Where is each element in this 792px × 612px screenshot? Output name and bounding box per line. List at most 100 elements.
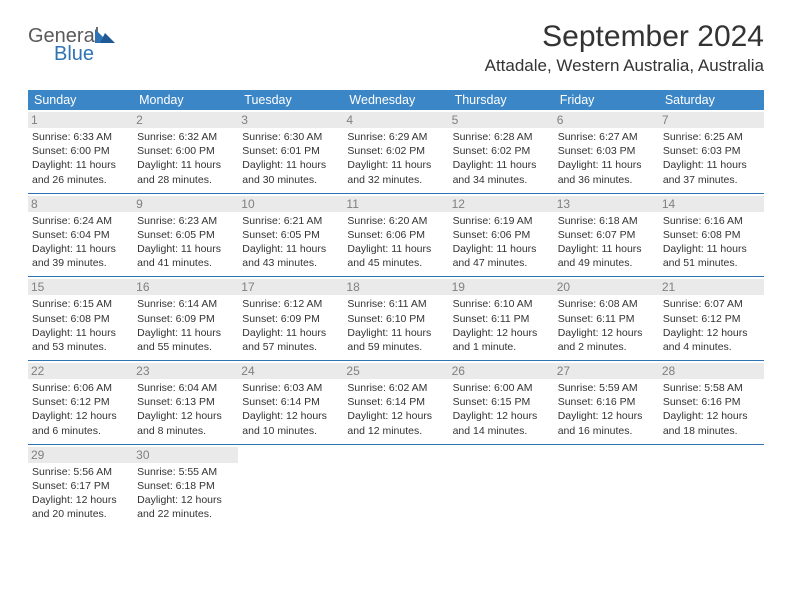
day-detail-sunset: Sunset: 6:09 PM xyxy=(242,312,339,326)
day-detail-sunset: Sunset: 6:08 PM xyxy=(32,312,129,326)
day-detail-dl1: Daylight: 12 hours xyxy=(137,493,234,507)
day-number: 12 xyxy=(449,196,554,212)
day-detail-sunrise: Sunrise: 6:03 AM xyxy=(242,381,339,395)
day-detail-dl1: Daylight: 11 hours xyxy=(137,158,234,172)
day-number: 15 xyxy=(28,279,133,295)
day-detail-sunrise: Sunrise: 6:24 AM xyxy=(32,214,129,228)
day-detail-dl1: Daylight: 12 hours xyxy=(453,326,550,340)
day-detail-sunset: Sunset: 6:03 PM xyxy=(558,144,655,158)
day-number: 18 xyxy=(343,279,448,295)
day-detail-sunset: Sunset: 6:16 PM xyxy=(663,395,760,409)
header: General Blue September 2024 Attadale, We… xyxy=(28,20,764,76)
day-detail-dl2: and 16 minutes. xyxy=(558,424,655,438)
day-detail-dl2: and 18 minutes. xyxy=(663,424,760,438)
day-detail-dl2: and 6 minutes. xyxy=(32,424,129,438)
logo-word-blue: Blue xyxy=(54,44,99,64)
day-detail-sunrise: Sunrise: 6:04 AM xyxy=(137,381,234,395)
day-number: 6 xyxy=(554,112,659,128)
day-number: 8 xyxy=(28,196,133,212)
day-detail-sunset: Sunset: 6:03 PM xyxy=(663,144,760,158)
day-detail-dl2: and 37 minutes. xyxy=(663,173,760,187)
day-detail-dl2: and 28 minutes. xyxy=(137,173,234,187)
day-detail-dl2: and 59 minutes. xyxy=(347,340,444,354)
day-detail-sunrise: Sunrise: 6:33 AM xyxy=(32,130,129,144)
day-detail-sunset: Sunset: 6:05 PM xyxy=(242,228,339,242)
day-detail-sunrise: Sunrise: 6:19 AM xyxy=(453,214,550,228)
day-header-thursday: Thursday xyxy=(449,90,554,110)
day-detail-dl2: and 4 minutes. xyxy=(663,340,760,354)
calendar-week: 29Sunrise: 5:56 AMSunset: 6:17 PMDayligh… xyxy=(28,445,764,528)
day-detail-sunset: Sunset: 6:15 PM xyxy=(453,395,550,409)
calendar-cell: 27Sunrise: 5:59 AMSunset: 6:16 PMDayligh… xyxy=(554,361,659,444)
calendar-cell: 23Sunrise: 6:04 AMSunset: 6:13 PMDayligh… xyxy=(133,361,238,444)
day-detail-dl1: Daylight: 11 hours xyxy=(32,242,129,256)
calendar-cell: 20Sunrise: 6:08 AMSunset: 6:11 PMDayligh… xyxy=(554,277,659,360)
day-detail-sunrise: Sunrise: 6:00 AM xyxy=(453,381,550,395)
day-detail-dl2: and 39 minutes. xyxy=(32,256,129,270)
day-detail-dl1: Daylight: 12 hours xyxy=(558,326,655,340)
day-detail-sunrise: Sunrise: 5:59 AM xyxy=(558,381,655,395)
day-detail-dl1: Daylight: 11 hours xyxy=(32,158,129,172)
day-detail-sunset: Sunset: 6:09 PM xyxy=(137,312,234,326)
day-detail-sunset: Sunset: 6:02 PM xyxy=(347,144,444,158)
day-detail-dl2: and 36 minutes. xyxy=(558,173,655,187)
day-number: 7 xyxy=(659,112,764,128)
calendar-cell: 15Sunrise: 6:15 AMSunset: 6:08 PMDayligh… xyxy=(28,277,133,360)
day-number: 30 xyxy=(133,447,238,463)
location: Attadale, Western Australia, Australia xyxy=(485,56,764,76)
calendar-cell: 4Sunrise: 6:29 AMSunset: 6:02 PMDaylight… xyxy=(343,110,448,193)
day-detail-sunrise: Sunrise: 6:12 AM xyxy=(242,297,339,311)
day-detail-sunrise: Sunrise: 5:58 AM xyxy=(663,381,760,395)
day-detail-dl2: and 34 minutes. xyxy=(453,173,550,187)
day-detail-dl1: Daylight: 11 hours xyxy=(347,242,444,256)
day-detail-sunset: Sunset: 6:00 PM xyxy=(32,144,129,158)
day-detail-dl1: Daylight: 11 hours xyxy=(137,242,234,256)
day-number: 1 xyxy=(28,112,133,128)
day-detail-sunset: Sunset: 6:14 PM xyxy=(242,395,339,409)
day-detail-dl2: and 53 minutes. xyxy=(32,340,129,354)
day-detail-dl2: and 1 minute. xyxy=(453,340,550,354)
calendar-cell: 12Sunrise: 6:19 AMSunset: 6:06 PMDayligh… xyxy=(449,194,554,277)
day-number: 10 xyxy=(238,196,343,212)
day-detail-dl1: Daylight: 12 hours xyxy=(137,409,234,423)
day-header-saturday: Saturday xyxy=(659,90,764,110)
day-number: 5 xyxy=(449,112,554,128)
day-detail-dl2: and 43 minutes. xyxy=(242,256,339,270)
calendar-cell: 6Sunrise: 6:27 AMSunset: 6:03 PMDaylight… xyxy=(554,110,659,193)
day-detail-dl1: Daylight: 11 hours xyxy=(242,158,339,172)
day-header-wednesday: Wednesday xyxy=(343,90,448,110)
day-detail-dl1: Daylight: 11 hours xyxy=(242,326,339,340)
day-detail-sunset: Sunset: 6:11 PM xyxy=(453,312,550,326)
day-detail-sunrise: Sunrise: 6:23 AM xyxy=(137,214,234,228)
day-detail-sunset: Sunset: 6:16 PM xyxy=(558,395,655,409)
day-detail-sunrise: Sunrise: 6:18 AM xyxy=(558,214,655,228)
logo-text: General Blue xyxy=(28,26,99,64)
day-detail-dl2: and 57 minutes. xyxy=(242,340,339,354)
calendar-cell: 16Sunrise: 6:14 AMSunset: 6:09 PMDayligh… xyxy=(133,277,238,360)
day-detail-dl2: and 20 minutes. xyxy=(32,507,129,521)
day-number: 23 xyxy=(133,363,238,379)
day-detail-dl1: Daylight: 12 hours xyxy=(453,409,550,423)
day-number: 16 xyxy=(133,279,238,295)
day-detail-sunrise: Sunrise: 5:56 AM xyxy=(32,465,129,479)
day-detail-dl1: Daylight: 12 hours xyxy=(242,409,339,423)
day-detail-dl2: and 47 minutes. xyxy=(453,256,550,270)
day-detail-sunset: Sunset: 6:05 PM xyxy=(137,228,234,242)
calendar-cell: 22Sunrise: 6:06 AMSunset: 6:12 PMDayligh… xyxy=(28,361,133,444)
day-detail-dl1: Daylight: 11 hours xyxy=(242,242,339,256)
day-detail-sunset: Sunset: 6:18 PM xyxy=(137,479,234,493)
calendar-cell: 7Sunrise: 6:25 AMSunset: 6:03 PMDaylight… xyxy=(659,110,764,193)
day-header-monday: Monday xyxy=(133,90,238,110)
day-detail-sunset: Sunset: 6:12 PM xyxy=(32,395,129,409)
calendar: Sunday Monday Tuesday Wednesday Thursday… xyxy=(28,90,764,527)
day-detail-sunrise: Sunrise: 6:29 AM xyxy=(347,130,444,144)
day-detail-sunrise: Sunrise: 6:06 AM xyxy=(32,381,129,395)
day-detail-sunrise: Sunrise: 6:16 AM xyxy=(663,214,760,228)
day-detail-sunrise: Sunrise: 6:07 AM xyxy=(663,297,760,311)
day-number: 22 xyxy=(28,363,133,379)
day-detail-sunrise: Sunrise: 6:11 AM xyxy=(347,297,444,311)
day-detail-sunset: Sunset: 6:08 PM xyxy=(663,228,760,242)
page: General Blue September 2024 Attadale, We… xyxy=(0,0,792,547)
day-detail-dl2: and 32 minutes. xyxy=(347,173,444,187)
day-detail-dl1: Daylight: 11 hours xyxy=(663,242,760,256)
